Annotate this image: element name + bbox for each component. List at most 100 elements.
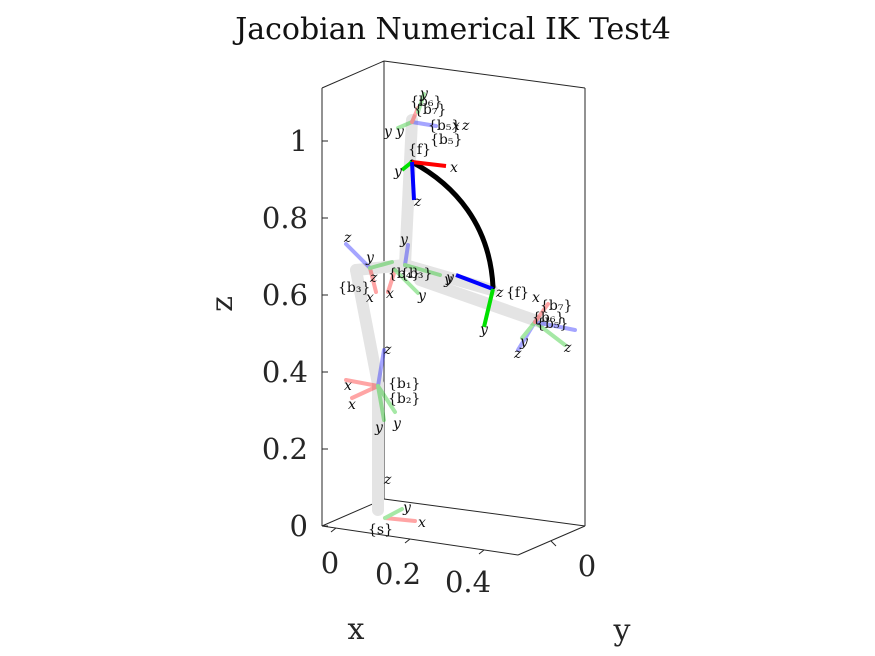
frame-name-b7b: {b₇}	[540, 298, 572, 314]
axes-box	[321, 60, 586, 556]
axis-letter: z	[413, 194, 422, 210]
robot-links	[350, 114, 546, 516]
frame-y-axis	[393, 268, 420, 295]
frame-y-axis	[416, 92, 426, 114]
frame-y-axis	[376, 384, 397, 414]
z-tick-label: 0.4	[262, 355, 308, 389]
z-tick-label: 0.6	[262, 278, 308, 312]
x-tick-mark	[330, 527, 337, 533]
frame-x-axis	[386, 268, 397, 294]
x-tick-mark	[404, 538, 411, 544]
frame-y-axis	[396, 120, 414, 130]
y-tick-label: 0	[578, 549, 596, 583]
x-tick-mark	[478, 549, 485, 555]
frame-name-f-goal: {f}	[408, 142, 431, 158]
axis-letter: y	[519, 334, 529, 350]
axis-letter: x	[386, 286, 394, 302]
axis-letter: x	[452, 118, 460, 134]
link	[350, 264, 384, 390]
axis-letter: y	[417, 288, 427, 304]
frame-y-axis	[383, 507, 404, 520]
frame-z-axis	[516, 320, 537, 352]
axis-letter: y	[443, 272, 453, 288]
frame-x-axis	[344, 378, 380, 388]
frame-z-axis	[376, 348, 386, 388]
axis-letter: y	[395, 124, 405, 140]
axis-letter: z	[383, 342, 392, 358]
frame-z-axis	[410, 120, 438, 128]
frame-name-b2: {b₂}	[388, 391, 420, 407]
end-effector-trajectory	[409, 159, 496, 290]
y-axis-label: y	[613, 613, 631, 648]
z-tick-label: 0.8	[262, 201, 308, 235]
frame-name-s: {s}	[368, 522, 393, 538]
y-tick-mark	[550, 540, 557, 547]
axis-letter: y	[419, 86, 429, 102]
y-axis	[550, 540, 557, 547]
frame-y-axis	[403, 263, 442, 277]
link	[414, 274, 546, 328]
axis-letter: y	[445, 270, 455, 286]
z-tick-label: 0.2	[262, 432, 308, 466]
axis-letter: z	[563, 340, 572, 356]
frame-x-axis	[368, 266, 378, 294]
x-tick-label: 0.4	[445, 565, 491, 599]
box-edge	[321, 60, 385, 89]
end-effector-frames	[400, 160, 495, 328]
frame-axis-labels: x y z {s} x x z y y {b₁} {b₂} z y z x x …	[338, 86, 572, 538]
frame-name-b6b: {b₆}	[532, 310, 564, 326]
frame-z-axis	[403, 243, 410, 267]
x-tick-label: 0.2	[375, 557, 421, 591]
frame-y-axis	[533, 320, 567, 347]
frame-name-b5: {b₅}	[428, 118, 460, 134]
x-tick-label: 0	[321, 546, 339, 580]
axis-letter: x	[366, 290, 374, 306]
box-edge	[321, 525, 519, 556]
frame-z-axis	[344, 242, 372, 270]
frame-name-b6: {b₆}	[410, 94, 442, 110]
link	[399, 114, 418, 271]
box-edge	[383, 498, 586, 527]
axis-letter: y	[392, 416, 402, 432]
axis-letter: z	[461, 118, 470, 134]
axis-letter: y	[479, 322, 489, 338]
box-edge	[517, 525, 586, 556]
axis-letter: y	[365, 250, 375, 266]
frame-x-axis	[410, 106, 420, 124]
x-axis-label: x	[348, 612, 365, 647]
link	[399, 259, 498, 296]
faded-frames	[344, 92, 577, 523]
axis-letter: y	[399, 232, 409, 248]
frame-x-axis	[350, 384, 380, 400]
axis-letter: x	[348, 397, 356, 413]
z-axis: 0 0.2 0.4 0.6 0.8 1	[262, 124, 328, 543]
axis-letter: y	[383, 124, 393, 140]
axis-letter: x	[418, 515, 426, 531]
frame-name-b1: {b₁}	[388, 376, 420, 392]
frame-name-b7: {b₇}	[414, 102, 446, 118]
axis-letter: x	[532, 290, 540, 306]
box-edge	[383, 60, 586, 89]
goal-x-axis	[411, 160, 447, 168]
axis-letter: y	[393, 164, 403, 180]
current-y-axis	[482, 288, 495, 328]
axis-letter: z	[369, 270, 378, 286]
link	[350, 259, 411, 276]
x-axis	[330, 527, 485, 555]
z-tick-label: 0	[290, 509, 308, 543]
axis-letter: x	[344, 378, 352, 394]
current-z-axis	[455, 273, 494, 291]
frame-y-axis	[376, 384, 386, 422]
frame-name-b4: {b₄}	[388, 266, 420, 282]
z-tick-label: 1	[290, 124, 308, 158]
axis-letter: z	[343, 230, 352, 246]
axis-letter: z	[513, 346, 522, 362]
frame-name-b5c: {b₅}	[536, 316, 568, 332]
axis-letter: y	[374, 420, 384, 436]
goal-z-axis	[410, 161, 416, 201]
frame-z-axis	[533, 320, 577, 332]
axis-letter: z	[495, 285, 504, 301]
frame-name-b3b: {b₃}	[400, 266, 432, 282]
frame-y-axis	[520, 320, 537, 340]
